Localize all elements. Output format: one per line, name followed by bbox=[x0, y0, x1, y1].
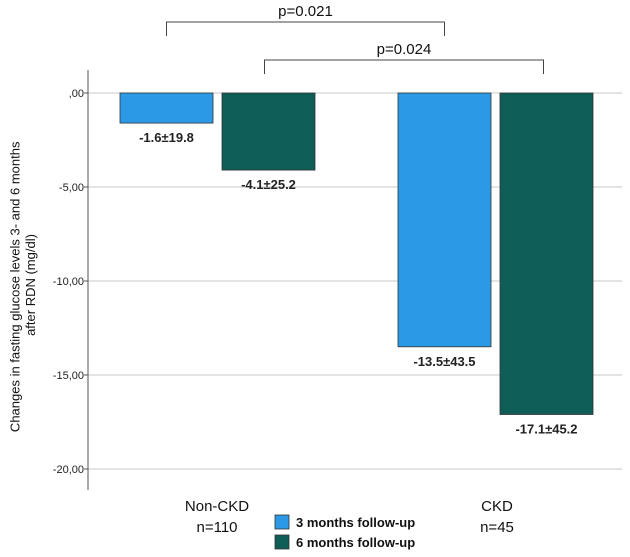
legend-label: 3 months follow-up bbox=[296, 515, 415, 530]
data-label: -13.5±43.5 bbox=[413, 354, 475, 369]
data-label: -1.6±19.8 bbox=[139, 130, 194, 145]
y-tick-label: -20,00 bbox=[53, 464, 84, 476]
data-label: -17.1±45.2 bbox=[515, 421, 577, 436]
significance-bracket bbox=[166, 21, 445, 36]
legend-swatch bbox=[274, 514, 290, 530]
y-tick-label: -10,00 bbox=[53, 276, 84, 288]
category-labels: Non-CKD n=110 CKD n=45 bbox=[185, 498, 514, 536]
significance-brackets: p=0.021 p=0.024 bbox=[166, 3, 544, 74]
category-n: n=45 bbox=[480, 519, 514, 536]
category-n: n=110 bbox=[196, 519, 237, 536]
y-axis-title-line1: Changes in fasting glucose levels 3- and… bbox=[7, 141, 22, 432]
y-axis-title-line2: after RDN (mg/dl) bbox=[23, 234, 38, 336]
y-tick-label: -5,00 bbox=[59, 182, 84, 194]
y-tick-label: -15,00 bbox=[53, 370, 84, 382]
legend-swatch bbox=[274, 534, 290, 550]
legend-label: 6 months follow-up bbox=[296, 535, 415, 550]
bar-non-ckd-3mo bbox=[119, 92, 214, 124]
bars bbox=[119, 92, 594, 415]
category-name: Non-CKD bbox=[185, 498, 249, 515]
p-value-label: p=0.024 bbox=[377, 41, 432, 58]
legend: 3 months follow-up 6 months follow-up bbox=[274, 514, 415, 550]
data-label: -4.1±25.2 bbox=[241, 177, 296, 192]
category-name: CKD bbox=[481, 498, 513, 515]
y-axis-title: Changes in fasting glucose levels 3- and… bbox=[7, 138, 38, 432]
y-tick-labels: ,00 -5,00 -10,00 -15,00 -20,00 bbox=[53, 88, 84, 476]
p-value-label: p=0.021 bbox=[278, 3, 333, 20]
bar-ckd-6mo bbox=[499, 92, 594, 415]
bar-ckd-3mo bbox=[397, 92, 492, 348]
data-labels: -1.6±19.8 -13.5±43.5 -4.1±25.2 -17.1±45.2 bbox=[139, 130, 577, 436]
bar-non-ckd-6mo bbox=[221, 92, 316, 171]
significance-bracket bbox=[264, 59, 544, 74]
y-tick-label: ,00 bbox=[69, 88, 84, 100]
